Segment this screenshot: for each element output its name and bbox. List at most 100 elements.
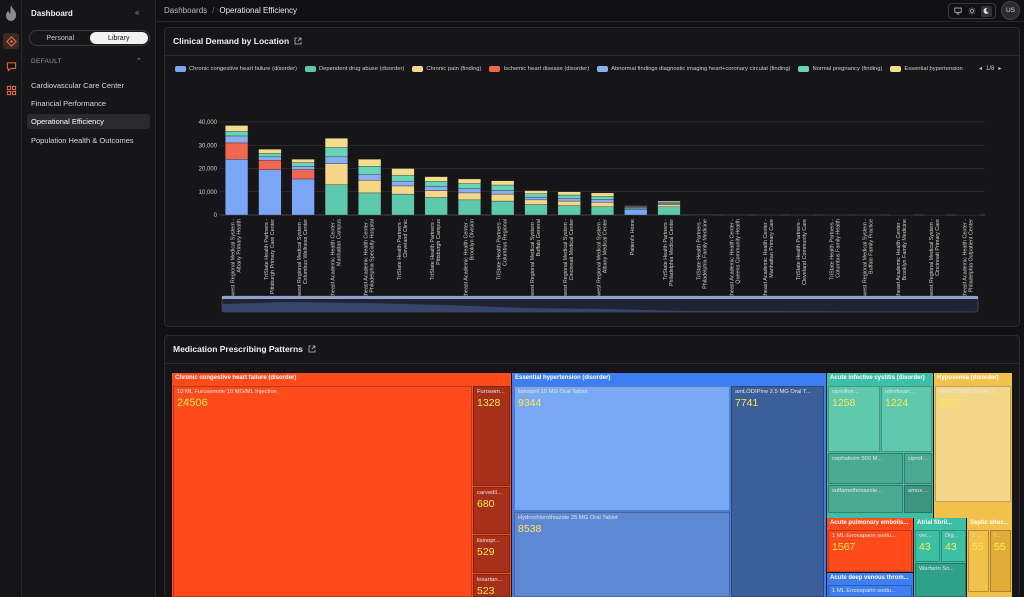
breadcrumb-separator: /: [212, 6, 215, 15]
legend-item[interactable]: Essential hypertension: [890, 66, 963, 72]
sidebar-item-financial[interactable]: Financial Performance: [31, 99, 107, 108]
zoom-slider-handle: [222, 296, 978, 299]
bar-segment: [591, 192, 614, 197]
treemap-tile-label: amLODIPine 2.5 MG Oral T...: [735, 389, 811, 395]
bar-segment: [624, 207, 648, 210]
treemap-tile[interactable]: Furosem... 1328: [473, 386, 510, 486]
bar-segment: [391, 181, 415, 187]
bar-segment: [391, 168, 415, 176]
x-tick-label: Northeast Academic Health Center -Queens…: [730, 219, 742, 305]
treemap-group-label: Acute infective cystitis (disorder): [830, 375, 925, 381]
treemap-tile[interactable]: amoxi...: [904, 485, 932, 513]
bar-segment: [258, 169, 282, 216]
treemap-group-label: Septic shoc...: [970, 520, 1009, 526]
treemap-tile[interactable]: ciproflox... 1258: [828, 386, 880, 452]
x-tick-label: TriState Health Partners -Philadelphia M…: [663, 219, 675, 286]
treemap-tile[interactable]: ver... 43: [915, 530, 940, 562]
tab-personal[interactable]: Personal: [46, 34, 75, 42]
treemap-tile[interactable]: sulfamethoxazole...: [828, 485, 903, 513]
grid-nav-icon[interactable]: [3, 82, 19, 98]
legend-item[interactable]: Abnormal findings diagnostic imaging hea…: [597, 66, 790, 72]
legend-prev-icon[interactable]: ◂: [979, 66, 983, 72]
treemap-tile[interactable]: 1 ML Enoxaparin sodiu... 1567: [828, 530, 912, 572]
bar-segment: [424, 181, 448, 187]
treemap-tile[interactable]: 1 ML Enoxaparin sodiu...: [828, 585, 912, 597]
y-tick-label: 20,000: [199, 167, 218, 173]
treemap-tile[interactable]: 10 ML Furosemide 10 MG/ML Injection 24506: [173, 386, 472, 597]
bar-segment: [457, 188, 481, 194]
monitor-icon[interactable]: [953, 6, 964, 17]
sidebar-item-population[interactable]: Population Health & Outcomes: [31, 136, 134, 145]
bar-segment: [457, 178, 481, 184]
treemap-tile[interactable]: losartan... 523: [473, 574, 510, 597]
treemap-tile[interactable]: amLODIPine 2.5 MG Oral T... 7741: [731, 386, 824, 597]
bar-segment: [324, 138, 348, 148]
x-tick-label: Northeast Academic Health Center -Brookl…: [463, 219, 475, 305]
section-label: DEFAULT: [31, 58, 62, 65]
treemap-tile[interactable]: f... 55: [990, 530, 1011, 592]
bar-segment: [657, 200, 681, 203]
legend-swatch: [597, 66, 609, 72]
bar-segment: [324, 163, 348, 185]
bar-segment: [391, 175, 415, 182]
chat-nav-icon[interactable]: [3, 58, 19, 74]
avatar[interactable]: US: [1001, 1, 1020, 20]
treemap-tile[interactable]: ciproflo...: [904, 453, 932, 484]
bar-segment: [491, 193, 515, 202]
legend-next-icon[interactable]: ▸: [998, 66, 1002, 72]
treemap-tile-label: ciproflo...: [908, 456, 931, 462]
tab-library[interactable]: Library: [89, 32, 148, 44]
legend-item[interactable]: Normal pregnancy (finding): [798, 66, 882, 72]
breadcrumb-root[interactable]: Dashboards: [164, 6, 208, 15]
bar-segment: [491, 200, 515, 216]
treemap-tile-label: 1 ...: [972, 533, 982, 539]
treemap-tile-label: Hydrochlorothiazide 25 MG Oral Tablet: [518, 515, 618, 521]
treemap-tile[interactable]: lisinopril 10 MG Oral Tablet 9344: [514, 386, 730, 511]
treemap-tile[interactable]: Hydrochlorothiazide 25 MG Oral Tablet 853…: [514, 512, 730, 597]
bar-segment: [591, 199, 614, 203]
bar-segment: [324, 147, 348, 158]
treemap-tile-label: lisinopril 10 MG Oral Tablet: [518, 389, 588, 395]
medication-treemap: Chronic congestive heart failure (disord…: [172, 373, 1012, 597]
treemap-tile[interactable]: Warfarin So...: [915, 563, 966, 597]
treemap-tile[interactable]: lisinopr... 529: [473, 535, 510, 573]
bar-segment: [591, 196, 614, 200]
treemap-tile[interactable]: carvedil... 680: [473, 487, 510, 534]
legend-item[interactable]: Chronic pain (finding): [412, 66, 481, 72]
treemap-tile[interactable]: cephalexin 500 M...: [828, 453, 903, 484]
treemap-tile-label: Dig...: [945, 533, 959, 539]
treemap-tile[interactable]: 1 ... 55: [968, 530, 989, 592]
chevron-up-icon[interactable]: ⌃: [136, 58, 142, 65]
collapse-sidebar-icon[interactable]: «: [135, 8, 140, 17]
x-tick-label: Midwest Regional Medical System -Cincinn…: [929, 219, 941, 305]
dashboard-nav-icon[interactable]: [3, 33, 19, 49]
bar-segment: [557, 194, 581, 199]
external-link-icon[interactable]: [308, 345, 316, 353]
legend-item[interactable]: Dependent drug abuse (disorder): [304, 66, 404, 72]
legend-item[interactable]: Ischemic heart disease (disorder): [489, 66, 589, 72]
bar-segment: [524, 199, 548, 205]
legend-label: Chronic pain (finding): [426, 66, 482, 72]
treemap-tile[interactable]: nitrofuran... 1224: [881, 386, 932, 452]
bar-segment: [491, 180, 515, 186]
treemap-tile-label: losartan...: [477, 577, 503, 583]
sidebar-item-operational[interactable]: Operational Efficiency: [27, 114, 150, 129]
x-tick-label: Northeast Academic Health Center -Philad…: [962, 219, 974, 306]
y-tick-label: 10,000: [199, 190, 218, 196]
x-tick-label: Midwest Regional Medical System -Cincinn…: [563, 219, 575, 305]
bar-segment: [524, 196, 548, 201]
treemap-tile[interactable]: Dig... 43: [941, 530, 966, 562]
treemap-tile-value: 8538: [518, 523, 542, 535]
library-toggle: Personal Library: [29, 30, 150, 46]
treemap-tile[interactable]: NDA020503 200 ACT... 3557: [935, 386, 1011, 502]
breadcrumb: Dashboards / Operational Efficiency: [164, 6, 297, 15]
sun-icon[interactable]: [967, 6, 978, 17]
external-link-icon[interactable]: [294, 37, 302, 45]
legend-item[interactable]: Chronic congestive heart failure (disord…: [175, 66, 297, 72]
treemap-tile-label: 1 ML Enoxaparin sodiu...: [832, 588, 896, 594]
moon-icon[interactable]: [980, 5, 992, 17]
bar-segment: [657, 203, 681, 205]
sidebar-item-cardiovascular[interactable]: Cardiovascular Care Center: [31, 81, 124, 90]
treemap-group-label: Chronic congestive heart failure (disord…: [175, 375, 297, 381]
legend-label: Normal pregnancy (finding): [812, 66, 883, 72]
